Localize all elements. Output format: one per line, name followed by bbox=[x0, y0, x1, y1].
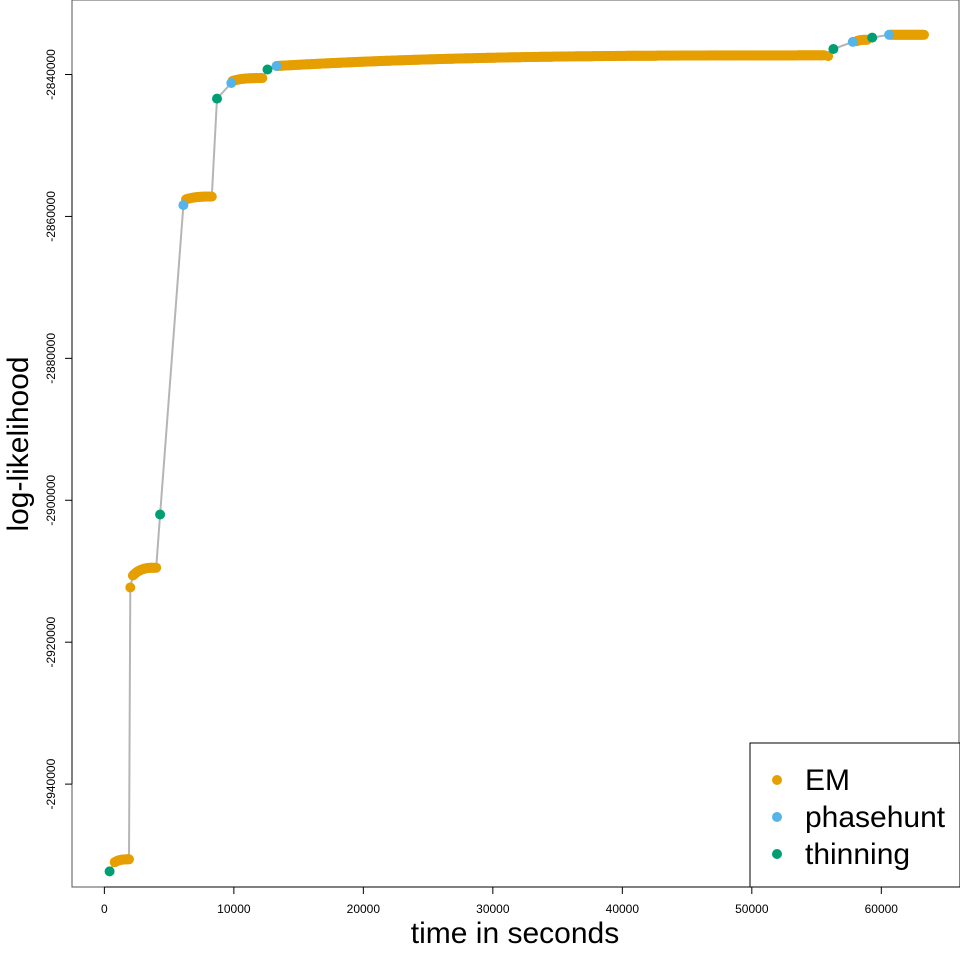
x-tick-label: 40000 bbox=[606, 902, 640, 916]
data-point bbox=[206, 191, 217, 202]
y-tick-label: -2920000 bbox=[44, 617, 58, 668]
legend-swatch bbox=[772, 812, 782, 822]
data-point bbox=[257, 73, 268, 84]
data-point bbox=[125, 582, 136, 593]
data-point bbox=[155, 509, 166, 520]
x-tick-label: 60000 bbox=[865, 902, 899, 916]
data-point bbox=[919, 29, 929, 40]
data-point bbox=[212, 93, 222, 104]
y-tick-label: -2840000 bbox=[44, 49, 58, 100]
y-tick-label: -2900000 bbox=[44, 475, 58, 526]
data-point bbox=[104, 866, 115, 877]
x-tick-label: 10000 bbox=[217, 902, 251, 916]
x-tick-label: 30000 bbox=[476, 902, 510, 916]
data-point bbox=[867, 32, 878, 43]
x-axis: 0 10000 20000 30000 40000 50000 60000 bbox=[101, 886, 899, 916]
data-point bbox=[828, 44, 839, 54]
data-point bbox=[262, 64, 273, 75]
data-point bbox=[151, 562, 162, 573]
x-axis-title: time in seconds bbox=[411, 917, 619, 950]
legend-label: thinning bbox=[805, 838, 910, 871]
data-point-layer bbox=[104, 29, 929, 877]
y-axis: -2940000 -2920000 -2900000 -2880000 -2860000… bbox=[44, 49, 73, 809]
data-point bbox=[124, 854, 134, 865]
series-thinning bbox=[104, 32, 878, 877]
data-point bbox=[823, 51, 834, 62]
legend-box bbox=[749, 742, 960, 888]
legend-item-thinning: thinning bbox=[772, 838, 910, 871]
y-tick-label: -2940000 bbox=[44, 758, 58, 809]
legend-swatch bbox=[772, 775, 782, 785]
x-tick-label: 0 bbox=[101, 902, 108, 916]
legend: EM phasehunt thinning bbox=[749, 742, 960, 888]
y-axis-title: log-likelihood bbox=[2, 356, 35, 531]
y-tick-label: -2860000 bbox=[44, 191, 58, 242]
x-tick-label: 50000 bbox=[735, 902, 769, 916]
legend-item-em: EM bbox=[772, 764, 850, 797]
y-tick-label: -2880000 bbox=[44, 333, 58, 384]
series-phasehunt bbox=[178, 29, 895, 211]
x-tick-label: 20000 bbox=[347, 902, 381, 916]
legend-item-phasehunt: phasehunt bbox=[772, 801, 946, 834]
series-em bbox=[109, 29, 929, 868]
legend-label: phasehunt bbox=[805, 801, 946, 834]
legend-label: EM bbox=[805, 764, 850, 797]
data-point bbox=[271, 61, 282, 71]
data-point bbox=[226, 78, 237, 88]
data-point bbox=[884, 29, 895, 40]
legend-swatch bbox=[772, 849, 782, 859]
data-point bbox=[178, 200, 189, 211]
data-point bbox=[847, 36, 858, 47]
